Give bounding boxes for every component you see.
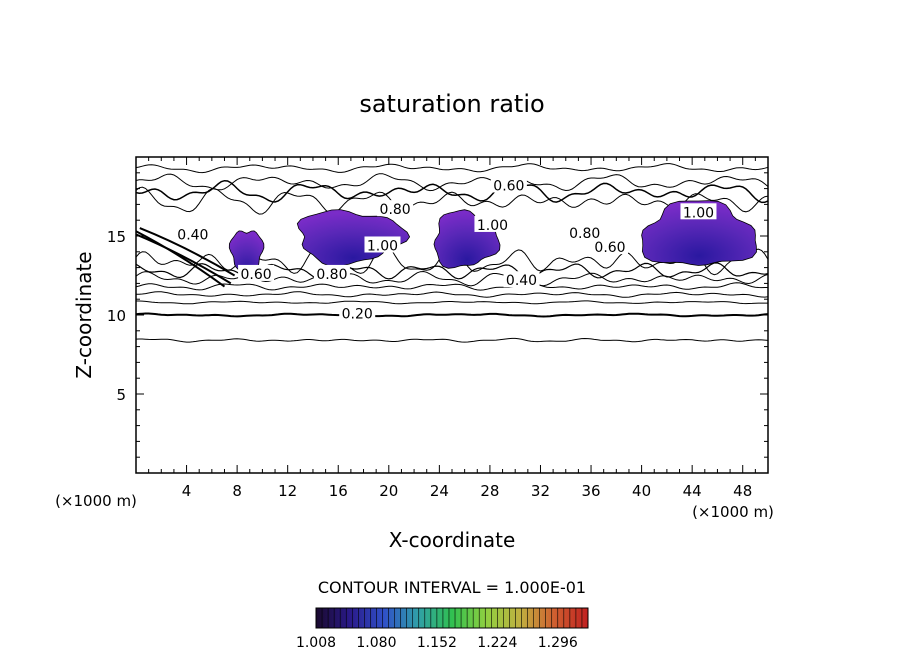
- contour-line: [136, 282, 768, 291]
- x-tick-label: 20: [379, 482, 398, 500]
- x-tick-label: 12: [278, 482, 297, 500]
- y-tick-label: 15: [107, 228, 126, 246]
- contour-label: 0.40: [506, 273, 537, 289]
- contour-label-bg: [313, 264, 350, 281]
- x-ticks: 4 8 12 16 20 24 28 32 36 40 44 48: [148, 157, 756, 500]
- contour-line-streak: [139, 227, 236, 277]
- contour-label-bg: [592, 238, 628, 255]
- x-tick-label: 28: [480, 482, 499, 500]
- colorbar: 1.008 1.080 1.152 1.224 1.296: [296, 607, 589, 651]
- y-ticks: 5 10 15: [107, 172, 768, 458]
- contour-label-bg: [490, 176, 527, 193]
- contour-label-bg: [364, 236, 401, 253]
- contour-label-layer: 0.200.400.400.600.600.600.800.800.801.00…: [174, 176, 717, 322]
- colorbar-tick-label: 1.080: [356, 635, 396, 651]
- contour-line: [136, 179, 768, 204]
- contour-label: 0.40: [177, 227, 208, 243]
- x-tick-label: 48: [733, 482, 752, 500]
- contour-label-bg: [680, 203, 717, 220]
- contour-label: 0.60: [594, 240, 625, 256]
- contour-label: 1.00: [683, 205, 714, 221]
- x-tick-label: 44: [683, 482, 702, 500]
- contour-label-bg: [474, 215, 511, 232]
- contour-line: [136, 337, 768, 343]
- x-tick-label: 16: [329, 482, 348, 500]
- contour-line: [136, 173, 768, 192]
- contour-line: [136, 312, 768, 318]
- x-unit-label: (×1000 m): [692, 503, 774, 521]
- colorbar-tick-label: 1.152: [417, 635, 457, 651]
- contour-line-streak: [136, 233, 232, 285]
- x-tick-label: 4: [182, 482, 192, 500]
- colorbar-stripes: [321, 608, 583, 628]
- contour-line: [136, 163, 768, 174]
- y-unit-label: (×1000 m): [55, 492, 137, 510]
- contour-line: [136, 300, 768, 305]
- contour-label-bg: [503, 271, 540, 288]
- contour-label: 1.00: [367, 238, 398, 254]
- x-tick-label: 24: [430, 482, 449, 500]
- contour-label-bg: [566, 223, 603, 240]
- colorbar-tick-label: 1.008: [296, 635, 336, 651]
- contour-line: [136, 186, 768, 215]
- contour-label: 0.80: [380, 202, 411, 218]
- contour-label-bg: [339, 304, 376, 321]
- y-tick-label: 5: [116, 386, 126, 404]
- supersaturation-fill-layer: [228, 200, 757, 279]
- y-tick-label: 10: [107, 307, 126, 325]
- contour-label: 0.60: [240, 267, 271, 283]
- contour-label-bg: [238, 264, 275, 281]
- contour-label: 0.20: [342, 306, 373, 322]
- y-axis-label: Z-coordinate: [72, 251, 96, 378]
- chart-title: saturation ratio: [359, 90, 544, 118]
- contour-line-streak: [136, 230, 226, 288]
- colorbar-tick-label: 1.224: [477, 635, 517, 651]
- supersaturated-region: [641, 200, 757, 266]
- x-axis-label: X-coordinate: [389, 528, 516, 552]
- x-tick-label: 36: [581, 482, 600, 500]
- contour-line: [136, 291, 768, 298]
- plot-area: 0.200.400.400.600.600.600.800.800.801.00…: [107, 156, 769, 500]
- x-tick-label: 32: [531, 482, 550, 500]
- contour-label-bg: [174, 225, 211, 242]
- contour-label-bg: [377, 200, 414, 217]
- contour-label: 0.80: [569, 226, 600, 242]
- contour-label: 1.00: [477, 218, 508, 234]
- x-tick-label: 8: [232, 482, 242, 500]
- contour-label: 0.80: [316, 267, 347, 283]
- contour-label: 0.60: [493, 178, 524, 194]
- x-tick-label: 40: [632, 482, 651, 500]
- colorbar-tick-labels: 1.008 1.080 1.152 1.224 1.296: [296, 635, 578, 651]
- colorbar-tick-label: 1.296: [538, 635, 578, 651]
- colorbar-gradient: [315, 607, 589, 629]
- contour-interval-label: CONTOUR INTERVAL = 1.000E-01: [318, 578, 586, 597]
